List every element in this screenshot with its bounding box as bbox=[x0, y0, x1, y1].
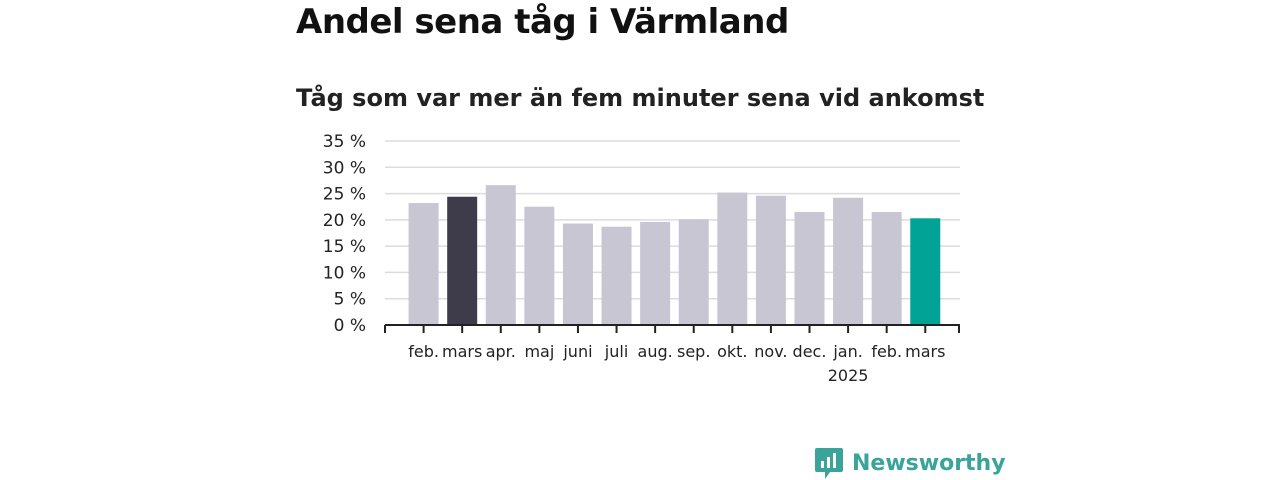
y-tick-label: 25 % bbox=[323, 185, 366, 205]
newsworthy-logo-icon bbox=[815, 448, 843, 479]
y-tick-label: 15 % bbox=[323, 237, 366, 257]
bar bbox=[871, 211, 902, 325]
x-tick-label: aug. bbox=[638, 342, 673, 361]
x-tick-label: maj bbox=[524, 342, 554, 361]
x-tick-sublabel: 2025 bbox=[828, 366, 869, 385]
x-tick-label: dec. bbox=[793, 342, 827, 361]
x-tick-label: mars bbox=[442, 342, 482, 361]
x-tick-label: okt. bbox=[717, 342, 747, 361]
bar bbox=[755, 195, 786, 325]
chart-subtitle: Tåg som var mer än fem minuter sena vid … bbox=[296, 84, 985, 112]
gridlines bbox=[385, 140, 960, 300]
bar bbox=[794, 211, 825, 325]
brand-name: Newsworthy bbox=[852, 450, 1006, 476]
x-tick-label: feb. bbox=[408, 342, 439, 361]
x-tick-label: sep. bbox=[677, 342, 710, 361]
y-axis: 0 % 5 % 10 % 15 % 20 % 25 % 30 % 35 % bbox=[323, 132, 366, 336]
y-tick-label: 20 % bbox=[323, 211, 366, 231]
x-tick-label: juni bbox=[562, 342, 592, 361]
bar bbox=[447, 196, 478, 325]
y-tick-label: 10 % bbox=[323, 263, 366, 283]
bar bbox=[562, 223, 593, 325]
x-tick-label: jan. bbox=[832, 342, 862, 361]
x-tick-label: mars bbox=[905, 342, 945, 361]
x-tick-label: juli bbox=[604, 342, 628, 361]
bars bbox=[408, 185, 941, 325]
bar bbox=[678, 219, 709, 325]
bar bbox=[408, 203, 439, 325]
bar bbox=[717, 192, 748, 325]
y-tick-label: 30 % bbox=[323, 158, 366, 178]
x-tick-label: apr. bbox=[486, 342, 516, 361]
x-tick-label: feb. bbox=[871, 342, 902, 361]
brand-logo: Newsworthy bbox=[814, 446, 1006, 480]
bar bbox=[640, 221, 671, 325]
y-tick-label: 0 % bbox=[334, 316, 366, 336]
y-tick-label: 5 % bbox=[334, 290, 366, 310]
bar bbox=[485, 185, 516, 325]
bar bbox=[910, 218, 941, 325]
x-axis: feb. mars apr. maj juni juli aug. sep. okt. nov. d… bbox=[384, 324, 960, 385]
bar bbox=[524, 206, 555, 325]
bar bbox=[833, 197, 864, 325]
chart-title: Andel sena tåg i Värmland bbox=[296, 2, 789, 42]
bar bbox=[601, 226, 632, 325]
bar-chart: 0 %5 %10 %15 %20 %25 %30 %35 % feb. mars a… bbox=[323, 132, 960, 385]
y-tick-label: 35 % bbox=[323, 132, 366, 152]
x-tick-label: nov. bbox=[754, 342, 787, 361]
